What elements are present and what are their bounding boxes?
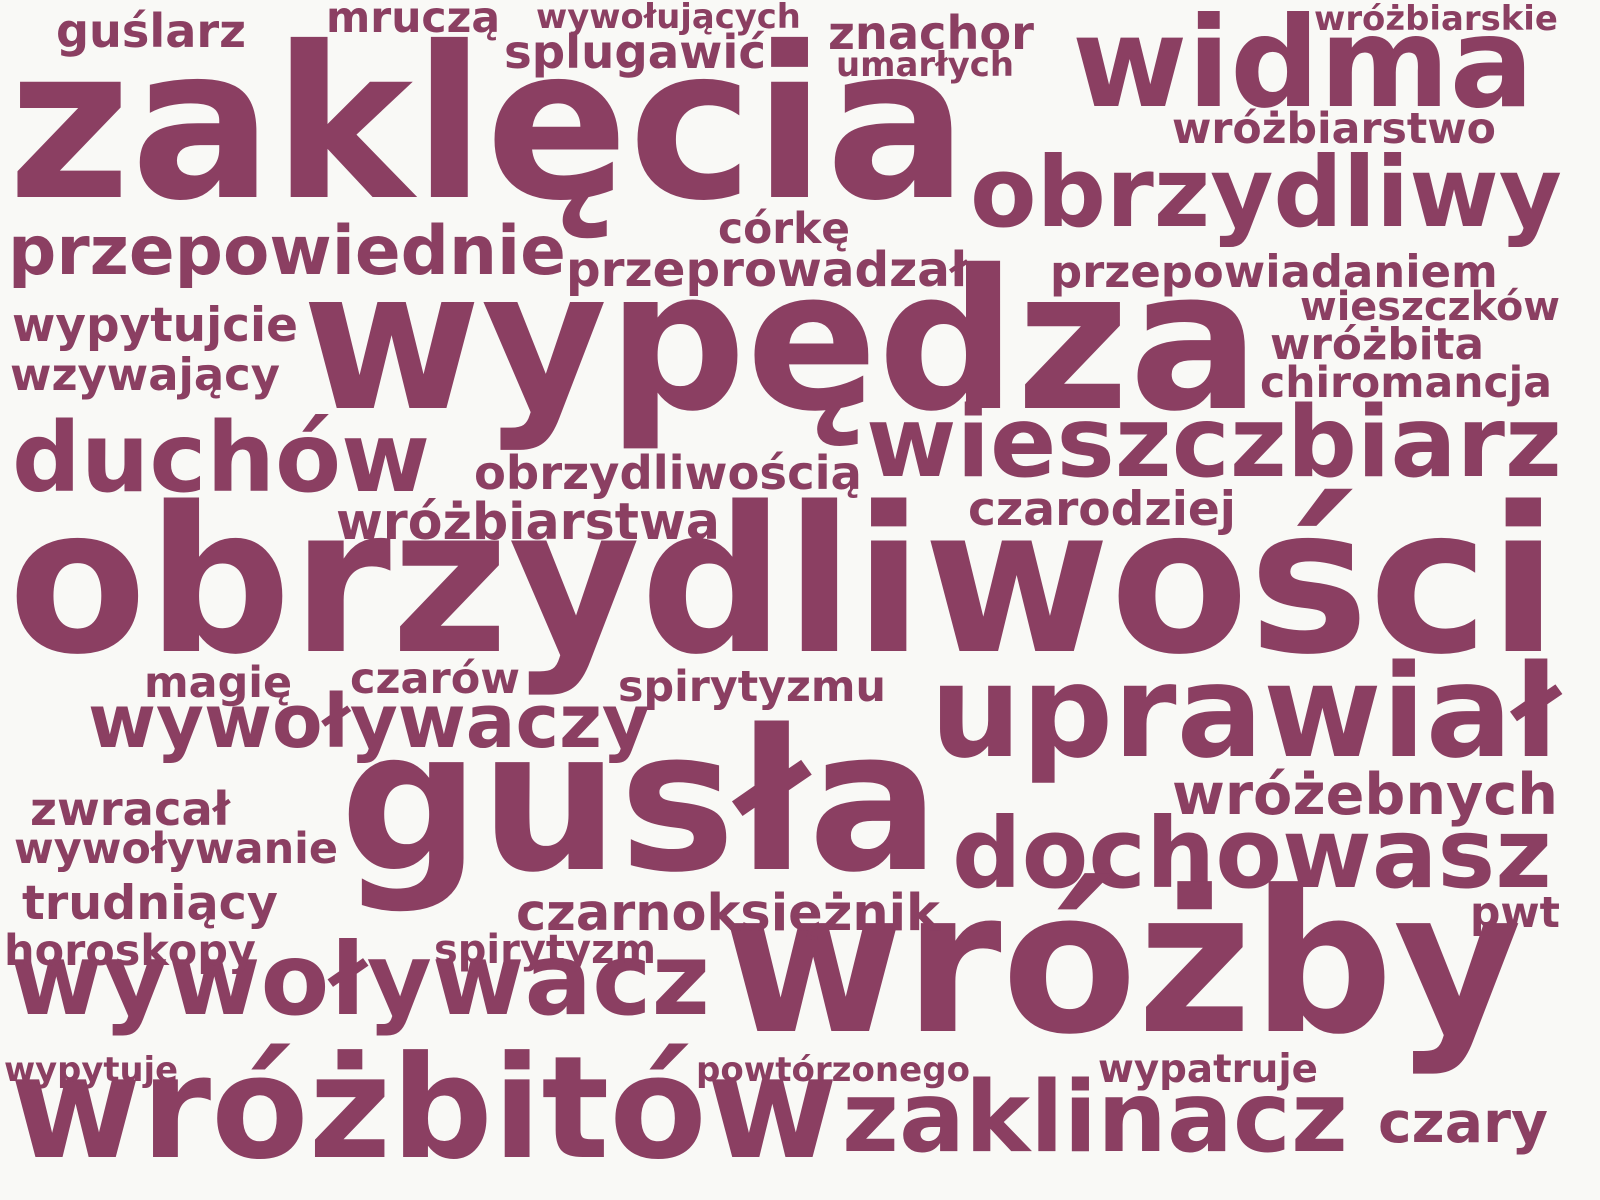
word-przeprowadzal: przeprowadzał	[566, 241, 968, 298]
word-wrozby: wróżby	[722, 848, 1522, 1079]
word-wieszczbiarz: wieszczbiarz	[866, 386, 1562, 501]
word-dochowasz: dochowasz	[952, 797, 1552, 911]
word-czarodziej: czarodziej	[968, 481, 1236, 537]
word-chiromancja: chiromancja	[1260, 358, 1552, 408]
word-znachor: znachor	[828, 5, 1034, 60]
word-pwt: pwt	[1470, 888, 1560, 938]
word-wywolywanie: wywoływanie	[14, 823, 339, 874]
word-spirytyzm: spirytyzm	[434, 927, 657, 973]
word-obrzydliwoscia: obrzydliwością	[474, 445, 862, 500]
word-wywolywacz: wywoływacz	[10, 920, 710, 1038]
word-wywolywaczy: wywoływaczy	[88, 680, 650, 766]
word-wrozbita: wróżbita	[1270, 318, 1484, 370]
word-wieszczkow: wieszczków	[1300, 284, 1560, 330]
word-wywolujacych: wywołujących	[536, 0, 801, 37]
word-corke: córkę	[718, 203, 851, 253]
word-czary: czary	[1378, 1090, 1548, 1157]
word-wypytuje: wypytuje	[4, 1050, 178, 1090]
word-wzywajacy: wzywający	[10, 347, 280, 401]
word-czarnoksieznik: czarnoksiężnik	[516, 884, 940, 944]
word-czarow: czarów	[350, 653, 521, 704]
word-splugawic: splugawić	[504, 25, 767, 80]
word-wypatruje: wypatruje	[1098, 1047, 1318, 1093]
word-gusla: gusła	[340, 689, 940, 917]
word-powtorzonego: powtórzonego	[696, 1050, 970, 1091]
word-zwracal: zwracał	[30, 781, 230, 836]
word-przepowiednie: przepowiednie	[8, 210, 566, 290]
word-zaklecia: zaklęcia	[8, 1, 968, 248]
word-umarlych: umarłych	[836, 45, 1014, 85]
word-horoskopy: horoskopy	[4, 925, 256, 976]
word-wrozbiarstwa: wróżbiarstwa	[336, 492, 720, 552]
word-duchow: duchów	[12, 402, 430, 515]
word-obrzydliwy: obrzydliwy	[970, 136, 1562, 250]
word-trudniacy: trudniący	[22, 875, 278, 931]
word-wrozbiarskie: wróżbiarskie	[1314, 0, 1558, 39]
word-mrucza: mruczą	[326, 0, 500, 43]
word-przepowiadaniem: przepowiadaniem	[1050, 244, 1498, 298]
word-magie: magię	[144, 657, 293, 708]
word-zaklinacz: zaklinacz	[842, 1061, 1348, 1176]
word-wypedza: wypędza	[302, 228, 1260, 455]
word-wypytujcie: wypytujcie	[12, 297, 298, 353]
word-obrzydliwosci: obrzydliwości	[8, 462, 1558, 699]
word-uprawial: uprawiał	[930, 637, 1560, 787]
word-widma: widma	[1072, 0, 1534, 136]
word-wrozbitow: wróżbitów	[10, 1025, 838, 1191]
word-wrozebnych: wróżebnych	[1172, 762, 1558, 829]
word-guslarz: guślarz	[56, 3, 246, 58]
word-spirytyzmu: spirytyzmu	[618, 661, 886, 712]
word-wrozbiarstwo: wróżbiarstwo	[1172, 103, 1496, 154]
